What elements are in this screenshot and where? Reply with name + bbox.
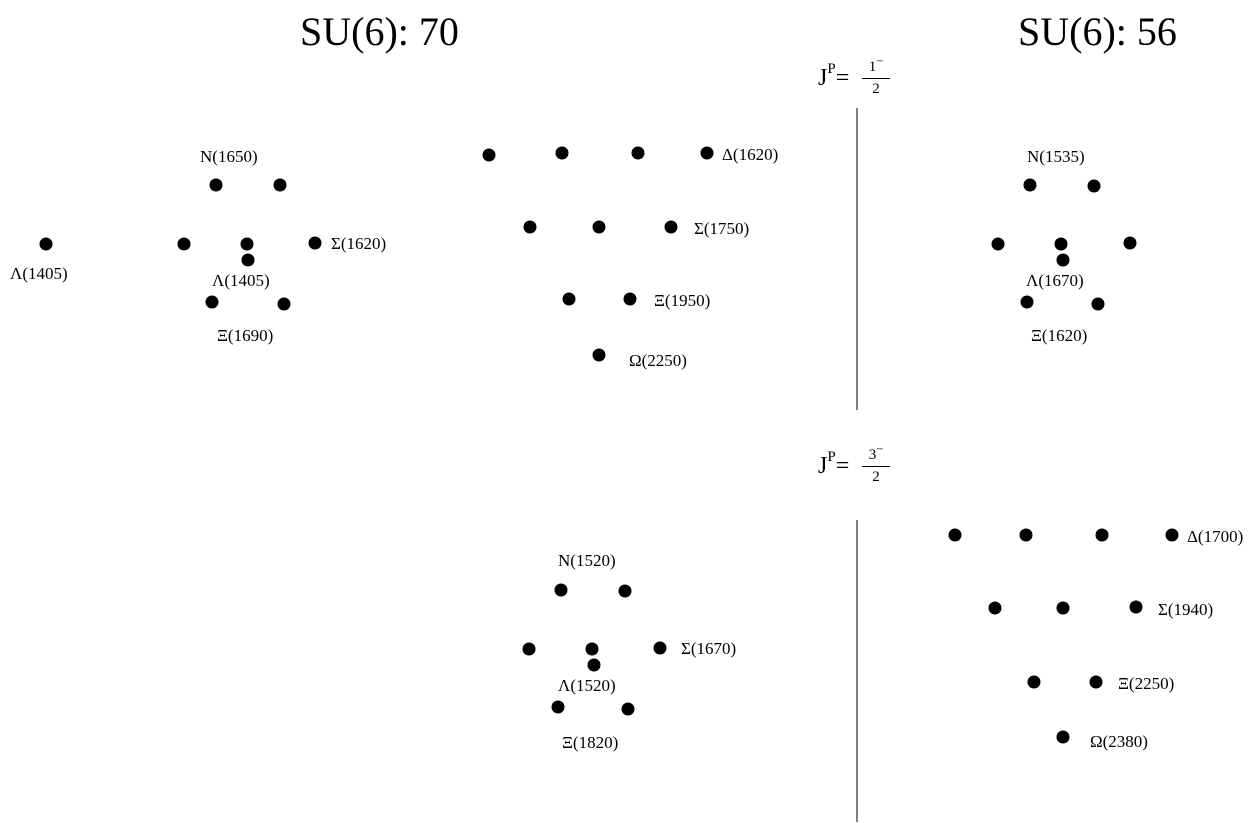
octet-dot [621, 702, 635, 716]
su6-56-heading: SU(6): 56 [1018, 9, 1177, 54]
label-xi-1690: Ξ(1690) [217, 326, 274, 345]
octet-dot [522, 642, 536, 656]
label-xi-1620: Ξ(1620) [1031, 326, 1088, 345]
decuplet-dot [523, 220, 537, 234]
octet-dot [991, 237, 1005, 251]
octet-dot [205, 295, 219, 309]
decuplet-dot [592, 348, 606, 362]
octet-dot [585, 642, 599, 656]
octet-dot [177, 237, 191, 251]
decuplet-dot [1089, 675, 1103, 689]
label-xi-1950: Ξ(1950) [654, 291, 711, 310]
decuplet-dot [1027, 675, 1041, 689]
octet-56-half [991, 178, 1137, 311]
octet-dot [554, 583, 568, 597]
octet-dot [1123, 236, 1137, 250]
label-xi-1820: Ξ(1820) [562, 733, 619, 752]
octet-dot [653, 641, 667, 655]
octet-70-half [177, 178, 322, 311]
label-lambda-1670: Λ(1670) [1026, 271, 1084, 290]
label-delta-1620: Δ(1620) [722, 145, 779, 164]
decuplet-dot [1095, 528, 1109, 542]
octet-dot [1054, 237, 1068, 251]
decuplet-dot [1129, 600, 1143, 614]
octet-dot [277, 297, 291, 311]
octet-dot [1087, 179, 1101, 193]
octet-dot [209, 178, 223, 192]
dot-lambda-singlet-70a [39, 237, 53, 251]
label-sigma-1670: Σ(1670) [681, 639, 737, 658]
octet-dot [241, 253, 255, 267]
octet-dot [551, 700, 565, 714]
decuplet-dot [482, 148, 496, 162]
octet-dot [1020, 295, 1034, 309]
label-omega-2250: Ω(2250) [629, 351, 687, 370]
octet-dot [1056, 253, 1070, 267]
decuplet-dot [623, 292, 637, 306]
decuplet-dot [1165, 528, 1179, 542]
label-sigma-1750: Σ(1750) [694, 219, 750, 238]
label-delta-1700: Δ(1700) [1187, 527, 1244, 546]
decuplet-dot [1056, 730, 1070, 744]
octet-dot [308, 236, 322, 250]
octet-dot [1023, 178, 1037, 192]
octet-dot [240, 237, 254, 251]
decuplet-dot [562, 292, 576, 306]
label-lambda-1405: Λ(1405) [212, 271, 270, 290]
label-n-1520: N(1520) [558, 551, 616, 570]
su6-70-heading: SU(6): 70 [300, 9, 459, 54]
decuplet-dot [664, 220, 678, 234]
label-sigma-1620: Σ(1620) [331, 234, 387, 253]
decuplet-dot [555, 146, 569, 160]
decuplet-dot [631, 146, 645, 160]
label-sigma-1940: Σ(1940) [1158, 600, 1214, 619]
label-lambda-1520: Λ(1520) [558, 676, 616, 695]
decuplet-56-three-halves [948, 528, 1179, 744]
octet-dot [1091, 297, 1105, 311]
label-lambda-1405-singlet: Λ(1405) [10, 264, 68, 283]
decuplet-70-half [482, 146, 714, 362]
label-n-1535: N(1535) [1027, 147, 1085, 166]
label-xi-2250: Ξ(2250) [1118, 674, 1175, 693]
label-n-1650: N(1650) [200, 147, 258, 166]
decuplet-dot [1019, 528, 1033, 542]
decuplet-dot [1056, 601, 1070, 615]
octet-dot [587, 658, 601, 672]
decuplet-dot [700, 146, 714, 160]
octet-dot [618, 584, 632, 598]
octet-dot [273, 178, 287, 192]
label-omega-2380: Ω(2380) [1090, 732, 1148, 751]
decuplet-dot [988, 601, 1002, 615]
octet-70-three-halves [522, 583, 667, 716]
decuplet-dot [948, 528, 962, 542]
decuplet-dot [592, 220, 606, 234]
